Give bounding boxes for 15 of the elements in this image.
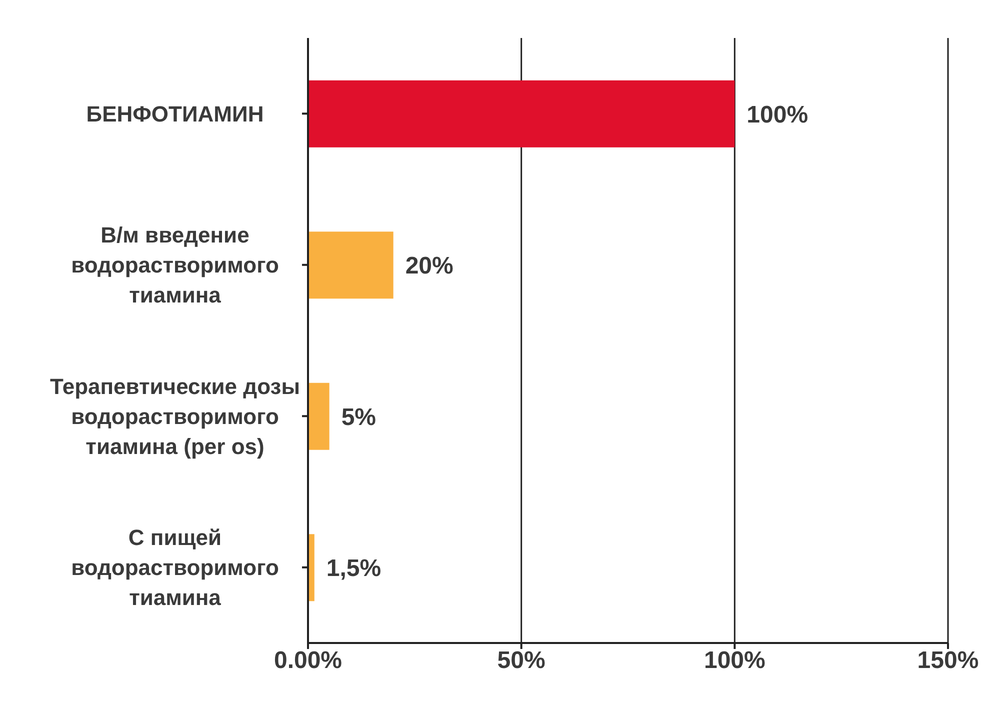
x-tick-label: 0.00% (274, 647, 342, 674)
data-label: 20% (405, 252, 454, 280)
data-label: 5% (341, 404, 376, 431)
y-tick-label: БЕНФОТИАМИН (86, 101, 264, 126)
data-label: 100% (746, 101, 808, 128)
bar (308, 232, 394, 299)
bar (308, 80, 735, 148)
bar (308, 382, 330, 450)
y-tick-label: В/м введение водорастворимого тиамина (71, 222, 279, 308)
y-tick-label: Терапевтические дозы водорастворимого тиамина (per os) (50, 374, 300, 459)
x-tick-label: 150% (917, 647, 979, 674)
y-tick-label: С пищей водорастворимого тиамина (71, 525, 279, 610)
data-label: 1,5% (326, 555, 382, 582)
x-tick-label: 100% (704, 647, 766, 674)
x-tick-label: 50% (497, 647, 546, 674)
